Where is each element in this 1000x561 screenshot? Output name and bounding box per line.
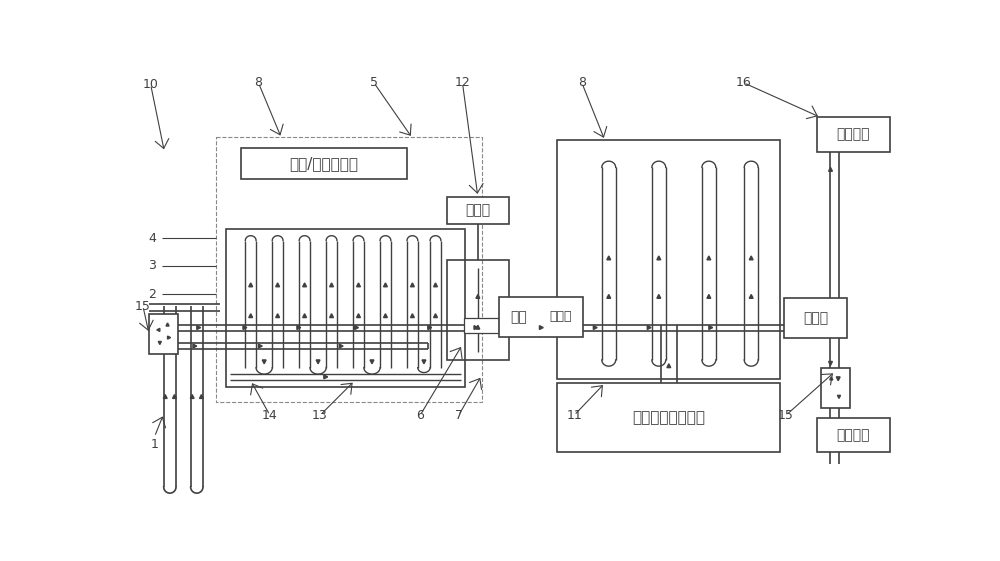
Polygon shape: [476, 295, 480, 298]
Polygon shape: [707, 256, 711, 260]
Polygon shape: [339, 344, 343, 348]
Polygon shape: [157, 328, 160, 332]
Text: 3: 3: [148, 260, 156, 273]
Polygon shape: [837, 396, 841, 398]
Bar: [817, 117, 890, 152]
Text: 14: 14: [262, 409, 278, 422]
Polygon shape: [434, 314, 437, 318]
Polygon shape: [607, 256, 611, 260]
Text: 5: 5: [370, 76, 378, 89]
Text: 4: 4: [148, 232, 156, 245]
Bar: [499, 297, 583, 337]
Polygon shape: [749, 295, 753, 298]
Polygon shape: [262, 360, 266, 364]
Polygon shape: [829, 361, 832, 365]
Text: 12: 12: [455, 76, 470, 89]
Polygon shape: [709, 325, 713, 329]
Polygon shape: [197, 325, 201, 329]
Polygon shape: [330, 314, 333, 318]
Polygon shape: [836, 377, 840, 381]
Text: 散能片: 散能片: [465, 204, 490, 218]
Bar: [241, 148, 407, 179]
Polygon shape: [297, 325, 301, 329]
Polygon shape: [667, 364, 671, 367]
Text: 11: 11: [566, 409, 582, 422]
Polygon shape: [258, 344, 262, 348]
Polygon shape: [330, 283, 333, 287]
Polygon shape: [357, 314, 360, 318]
Text: 6: 6: [416, 409, 424, 422]
Polygon shape: [830, 377, 833, 380]
Polygon shape: [199, 394, 203, 398]
Text: 热泵: 热泵: [510, 310, 527, 324]
Polygon shape: [384, 283, 387, 287]
Text: 10: 10: [143, 78, 159, 91]
Polygon shape: [324, 375, 328, 379]
Bar: [817, 418, 890, 452]
Polygon shape: [434, 283, 437, 287]
Text: 16: 16: [736, 76, 751, 89]
Text: 集热/散热两用板: 集热/散热两用板: [290, 156, 359, 171]
Polygon shape: [355, 325, 358, 329]
Polygon shape: [166, 323, 169, 326]
Polygon shape: [168, 336, 171, 339]
Polygon shape: [163, 394, 167, 398]
Text: 7: 7: [455, 409, 463, 422]
Polygon shape: [243, 325, 247, 329]
Text: 2: 2: [148, 288, 156, 301]
Bar: [557, 383, 780, 452]
Polygon shape: [357, 283, 360, 287]
Polygon shape: [647, 325, 651, 329]
Polygon shape: [193, 344, 197, 348]
Bar: [820, 367, 850, 408]
Bar: [447, 197, 509, 224]
Bar: [464, 318, 499, 333]
Text: 13: 13: [312, 409, 328, 422]
Text: 下级用户: 下级用户: [836, 428, 870, 442]
Text: 1: 1: [151, 438, 158, 451]
Polygon shape: [657, 256, 661, 260]
Polygon shape: [410, 314, 414, 318]
Polygon shape: [476, 325, 480, 329]
Polygon shape: [303, 283, 307, 287]
Bar: [216, 137, 482, 402]
Polygon shape: [657, 295, 661, 298]
Text: 换能器: 换能器: [803, 311, 828, 325]
Polygon shape: [593, 325, 597, 329]
Polygon shape: [316, 360, 320, 364]
Polygon shape: [384, 314, 387, 318]
Polygon shape: [303, 314, 307, 318]
Text: 15: 15: [778, 409, 794, 422]
Polygon shape: [829, 167, 832, 171]
Polygon shape: [422, 360, 426, 364]
Polygon shape: [173, 394, 176, 398]
Text: 燃气能源补充装置: 燃气能源补充装置: [632, 410, 705, 425]
Polygon shape: [276, 283, 280, 287]
Bar: [226, 229, 465, 387]
Polygon shape: [707, 295, 711, 298]
Polygon shape: [249, 283, 253, 287]
Polygon shape: [474, 325, 478, 329]
Polygon shape: [276, 314, 280, 318]
Polygon shape: [749, 256, 753, 260]
Polygon shape: [158, 342, 161, 344]
Polygon shape: [410, 283, 414, 287]
Bar: [447, 260, 509, 360]
Text: 换能器: 换能器: [549, 310, 571, 323]
Text: 15: 15: [135, 300, 151, 312]
Polygon shape: [539, 325, 543, 329]
Polygon shape: [249, 314, 253, 318]
Polygon shape: [370, 360, 374, 364]
Text: 8: 8: [578, 76, 586, 89]
Bar: [557, 140, 780, 379]
Polygon shape: [190, 394, 194, 398]
Bar: [784, 298, 847, 338]
Polygon shape: [428, 325, 432, 329]
Bar: [149, 314, 178, 354]
Polygon shape: [607, 295, 611, 298]
Text: 上级用户: 上级用户: [836, 128, 870, 142]
Text: 8: 8: [254, 76, 262, 89]
